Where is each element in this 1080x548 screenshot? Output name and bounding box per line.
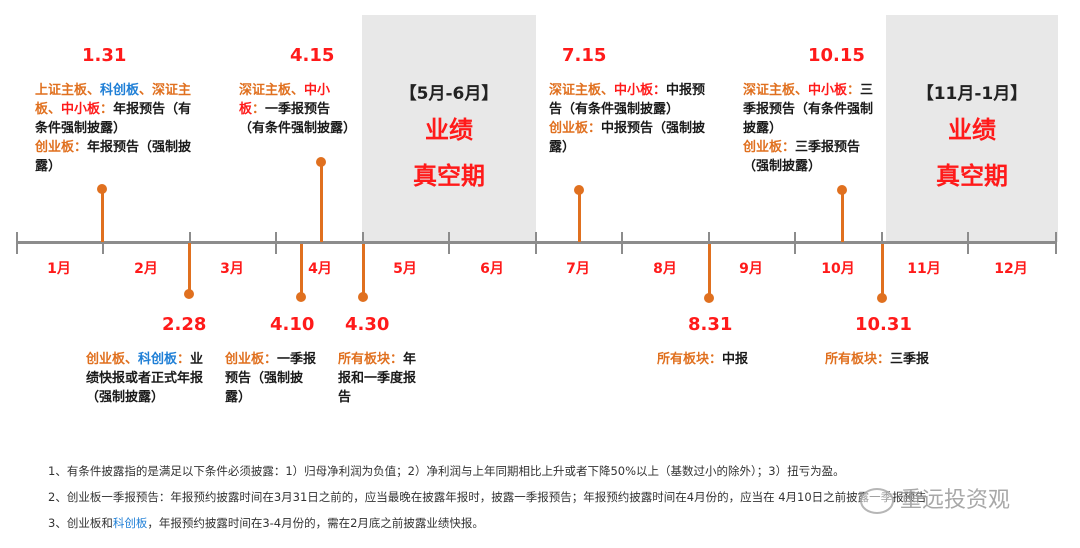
marker-stem-1-31	[101, 189, 104, 242]
axis-tick	[448, 232, 450, 254]
vacuum-title-line1: 业绩	[425, 116, 473, 144]
vacuum-title-line2: 真空期	[936, 162, 1008, 190]
marker-stem-7-15	[578, 190, 581, 242]
month-label: 9月	[739, 261, 763, 277]
axis-tick	[881, 232, 883, 254]
marker-stem-4-30	[362, 244, 365, 297]
event-desc-10-15: 深证主板、中小板：三季报预告（有条件强制披露） 创业板：三季报预告（强制披露）	[743, 83, 874, 174]
watermark: 重远投资观	[860, 482, 1010, 514]
event-date-10-31: 10.31	[855, 314, 912, 335]
event-date-7-15: 7.15	[562, 45, 607, 66]
month-label: 4月	[308, 261, 332, 277]
axis-tick	[535, 232, 537, 254]
event-desc-2-28: 创业板、科创板：业绩快报或者正式年报（强制披露）	[86, 352, 204, 405]
vacuum-range-label: 【11月-1月】	[916, 84, 1028, 104]
event-date-4-10: 4.10	[270, 314, 315, 335]
footnote-1: 1、有条件披露指的是满足以下条件必须披露：1）归母净利润为负值；2）净利润与上年…	[48, 464, 845, 478]
marker-stem-10-31	[881, 244, 884, 297]
event-date-1-31: 1.31	[82, 45, 127, 66]
month-label: 11月	[907, 261, 941, 277]
month-label: 5月	[393, 261, 417, 277]
event-desc-1-31: 上证主板、科创板、深证主板、中小板：年报预告（有条件强制披露） 创业板：年报预告…	[35, 83, 192, 174]
vacuum-period-may-june: 【5月-6月】 业绩 真空期	[362, 15, 536, 242]
footnote-2: 2、创业板一季报预告：年报预约披露时间在3月31日之前的，应当最晚在披露年报时，…	[48, 490, 927, 504]
marker-stem-10-15	[841, 190, 844, 242]
axis-tick	[16, 232, 18, 254]
marker-dot-1-31	[97, 184, 107, 194]
vacuum-period-nov-jan: 【11月-1月】 业绩 真空期	[886, 15, 1058, 242]
vacuum-title-line1: 业绩	[948, 116, 996, 144]
month-label: 12月	[994, 261, 1028, 277]
month-label: 3月	[220, 261, 244, 277]
footnotes: 1、有条件披露指的是满足以下条件必须披露：1）归母净利润为负值；2）净利润与上年…	[48, 458, 927, 536]
axis-tick	[102, 232, 104, 254]
axis-tick	[967, 232, 969, 254]
month-label: 10月	[821, 261, 855, 277]
event-desc-8-31: 所有板块：中报	[657, 352, 749, 367]
marker-dot-4-30	[358, 292, 368, 302]
marker-stem-4-10	[300, 244, 303, 297]
axis-tick	[362, 232, 364, 254]
marker-dot-7-15	[574, 185, 584, 195]
event-date-4-30: 4.30	[345, 314, 390, 335]
vacuum-title-line2: 真空期	[413, 162, 485, 190]
axis-tick	[1055, 232, 1057, 254]
marker-stem-8-31	[708, 244, 711, 297]
event-date-8-31: 8.31	[688, 314, 733, 335]
month-label: 1月	[47, 261, 71, 277]
marker-dot-10-15	[837, 185, 847, 195]
event-date-2-28: 2.28	[162, 314, 207, 335]
event-desc-4-15: 深证主板、中小板：一季报预告（有条件强制披露）	[239, 83, 357, 136]
event-desc-4-10: 创业板：一季报预告（强制披露）	[225, 352, 317, 405]
marker-dot-4-10	[296, 292, 306, 302]
marker-dot-4-15	[316, 157, 326, 167]
marker-dot-10-31	[877, 293, 887, 303]
axis-tick	[275, 232, 277, 254]
event-desc-7-15: 深证主板、中小板：中报预告（有条件强制披露） 创业板：中报预告（强制披露）	[549, 83, 706, 155]
event-date-4-15: 4.15	[290, 45, 335, 66]
event-desc-4-30: 所有板块：年报和一季度报告	[338, 352, 417, 405]
axis-tick	[794, 232, 796, 254]
month-label: 7月	[566, 261, 590, 277]
wechat-icon	[860, 488, 894, 514]
event-date-10-15: 10.15	[808, 45, 865, 66]
marker-stem-4-15	[320, 162, 323, 242]
footnote-3: 3、创业板和科创板，年报预约披露时间在3-4月份的，需在2月底之前披露业绩快报。	[48, 516, 484, 530]
marker-stem-2-28	[188, 243, 191, 294]
marker-dot-8-31	[704, 293, 714, 303]
event-desc-10-31: 所有板块：三季报	[825, 352, 930, 367]
month-label: 8月	[653, 261, 677, 277]
axis-tick	[621, 232, 623, 254]
axis-tick	[708, 232, 710, 254]
marker-dot-2-28	[184, 289, 194, 299]
vacuum-range-label: 【5月-6月】	[399, 84, 499, 104]
month-label: 6月	[480, 261, 504, 277]
month-label: 2月	[134, 261, 158, 277]
